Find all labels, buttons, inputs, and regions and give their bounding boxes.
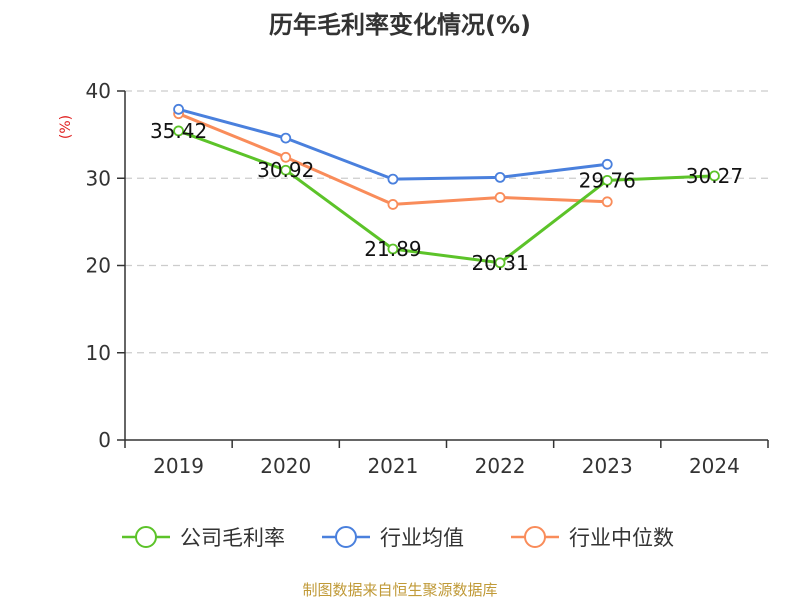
y-axis-unit: (%) xyxy=(58,115,74,139)
data-point xyxy=(601,174,613,186)
legend-item[interactable]: 行业中位数 xyxy=(511,526,674,550)
data-point xyxy=(494,257,506,269)
x-tick-label: 2023 xyxy=(582,454,633,478)
x-tick-label: 2019 xyxy=(153,454,204,478)
data-point xyxy=(387,243,399,255)
legend: 公司毛利率 行业均值 行业中位数 xyxy=(122,526,674,550)
data-labels: 35.42 30.92 21.89 20.31 29.76 30.27 xyxy=(150,119,743,275)
data-point xyxy=(280,132,292,144)
chart-title: 历年毛利率变化情况(%) xyxy=(269,11,531,39)
legend-marker xyxy=(335,526,357,548)
x-tick-label: 2024 xyxy=(689,454,740,478)
x-tick-label: 2020 xyxy=(260,454,311,478)
legend-label: 行业中位数 xyxy=(569,526,674,550)
data-point xyxy=(280,164,292,176)
data-point xyxy=(494,192,506,203)
legend-label: 行业均值 xyxy=(380,526,464,550)
data-point xyxy=(173,103,184,115)
data-point xyxy=(709,170,720,182)
data-label: 29.76 xyxy=(579,168,636,192)
data-point xyxy=(601,158,613,170)
y-tick-label: 20 xyxy=(86,254,111,278)
data-point xyxy=(601,196,613,208)
data-point xyxy=(387,199,399,210)
series-line xyxy=(178,129,715,265)
legend-item[interactable]: 行业均值 xyxy=(322,526,464,550)
data-point xyxy=(494,171,506,183)
series-lines xyxy=(173,103,720,269)
legend-label: 公司毛利率 xyxy=(180,526,285,550)
legend-marker xyxy=(135,526,157,548)
y-tick-label: 30 xyxy=(86,166,111,190)
y-tick-label: 40 xyxy=(86,79,111,103)
data-point xyxy=(387,173,399,185)
series-line xyxy=(178,107,608,181)
data-label: 35.42 xyxy=(150,119,207,143)
axes: 0 10 20 30 40 2019 2020 2021 2022 2023 2024 xyxy=(86,79,769,478)
x-tick-label: 2021 xyxy=(367,454,418,478)
data-label: 30.27 xyxy=(686,164,743,188)
data-label: 21.89 xyxy=(364,237,421,261)
data-point xyxy=(280,151,292,163)
data-label: 20.31 xyxy=(471,251,528,275)
x-tick-label: 2022 xyxy=(475,454,526,478)
y-tick-label: 10 xyxy=(86,341,111,365)
data-label: 30.92 xyxy=(257,158,314,182)
legend-marker xyxy=(524,526,546,548)
legend-item[interactable]: 公司毛利率 xyxy=(122,526,285,550)
source-note: 制图数据来自恒生聚源数据库 xyxy=(302,581,497,599)
data-point xyxy=(173,125,184,137)
y-tick-label: 0 xyxy=(98,428,111,452)
